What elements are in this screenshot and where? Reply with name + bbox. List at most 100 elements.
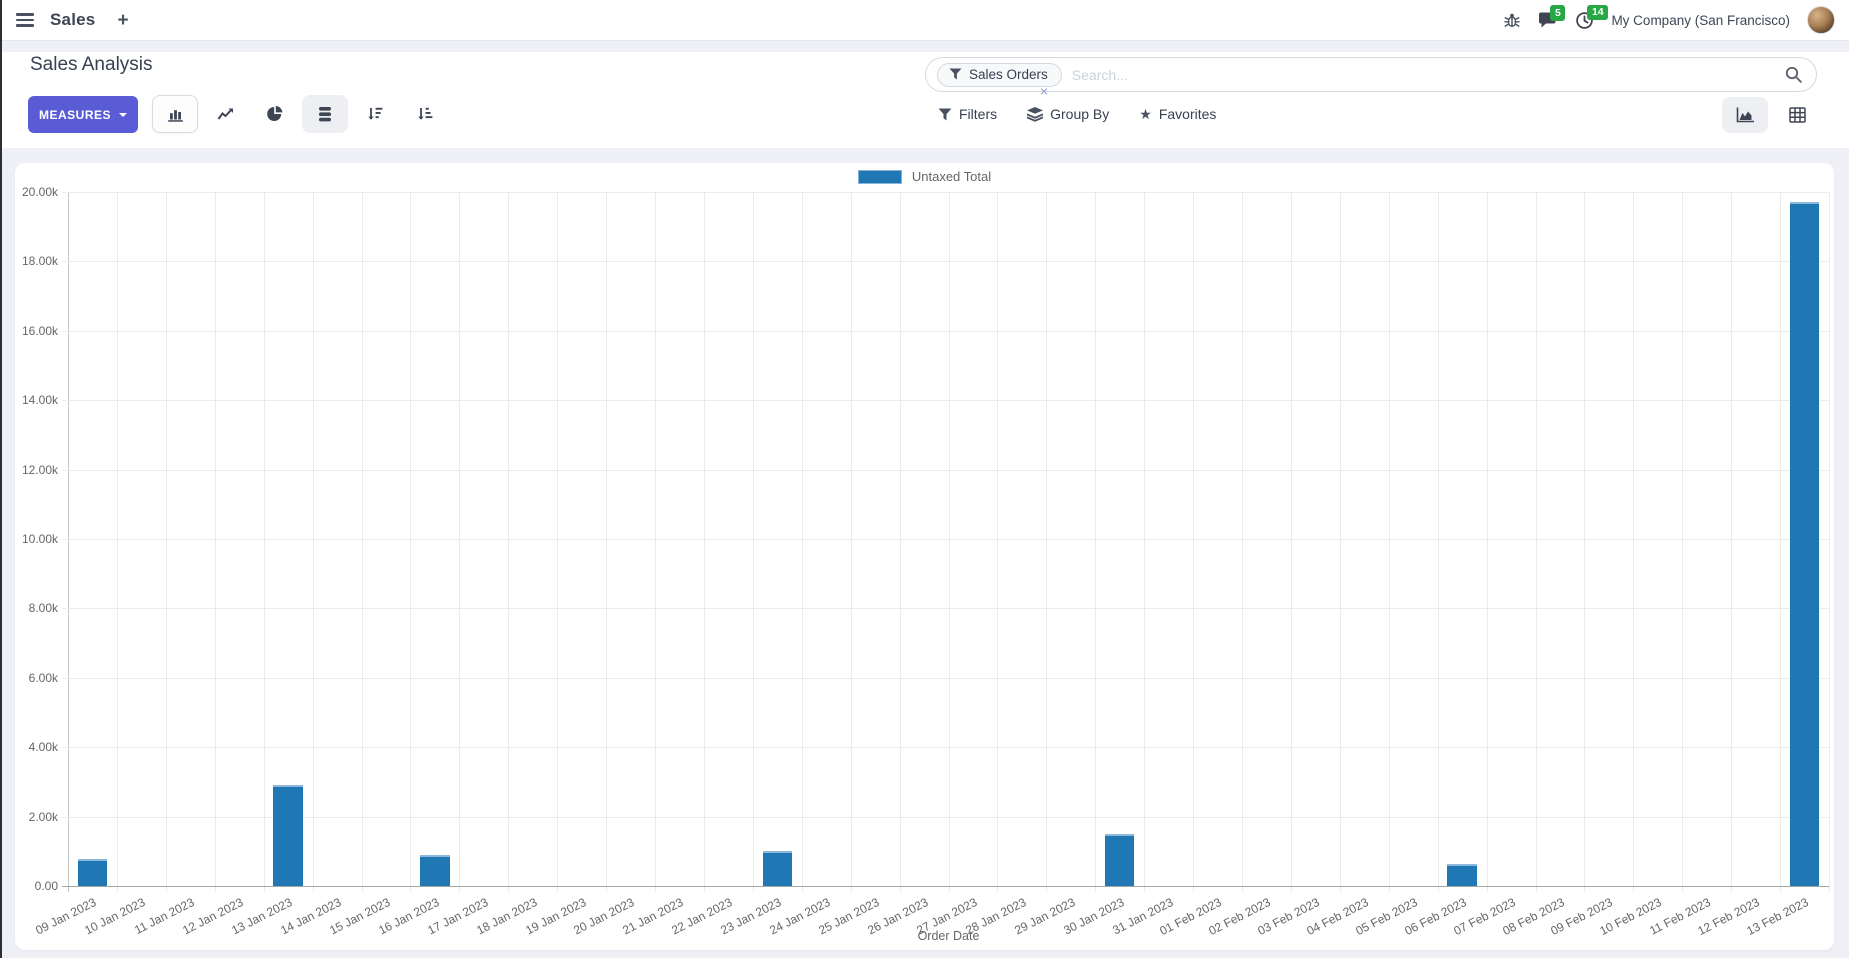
messages-button[interactable]: 5: [1538, 5, 1566, 29]
favorites-label: Favorites: [1158, 106, 1217, 122]
gridline-horizontal: [62, 816, 1829, 818]
chart-type-toolbar: [152, 95, 448, 133]
gridline-vertical: [1193, 192, 1195, 892]
gridline-vertical: [1486, 192, 1488, 892]
gridline-vertical: [1339, 192, 1341, 892]
y-axis-tick-label: 14.00k: [21, 393, 58, 408]
filter-funnel-icon: [938, 108, 952, 120]
graph-view-icon: [1736, 107, 1754, 123]
y-axis-tick-label: 12.00k: [21, 462, 58, 477]
company-switcher[interactable]: My Company (San Francisco): [1611, 12, 1790, 28]
y-axis-tick-label: 18.00k: [21, 254, 58, 269]
gridline-vertical: [997, 192, 999, 892]
gridline-vertical: [1046, 192, 1048, 892]
chart-bar[interactable]: [420, 855, 450, 886]
chart-bar[interactable]: [273, 784, 303, 886]
menu-toggle-button[interactable]: [16, 13, 34, 27]
y-axis-tick-label: 8.00k: [28, 601, 58, 616]
facet-label: Sales Orders: [969, 66, 1048, 82]
gridline-horizontal: [62, 608, 1829, 610]
gridline-vertical: [850, 192, 852, 892]
chart-bar[interactable]: [1105, 833, 1135, 886]
pivot-view-icon: [1788, 107, 1806, 123]
gridline-vertical: [655, 192, 656, 892]
favorites-menu[interactable]: ★ Favorites: [1139, 106, 1216, 122]
bar-chart-button[interactable]: [152, 95, 198, 133]
legend-swatch: [857, 169, 902, 184]
search-facet-sales-orders[interactable]: Sales Orders: [937, 62, 1062, 87]
y-axis-tick-label: 16.00k: [21, 323, 58, 338]
sort-descending-button[interactable]: [352, 95, 398, 133]
legend-label: Untaxed Total: [911, 169, 992, 184]
y-axis-tick-label: 4.00k: [28, 740, 58, 755]
chart-card: Untaxed Total 0.00 2.00k 4.00k 6.00k 8.00k 10…: [15, 163, 1834, 950]
messages-count-badge: 5: [1550, 5, 1566, 21]
gridline-vertical: [116, 192, 118, 892]
app-name[interactable]: Sales: [50, 10, 96, 29]
bar-chart-icon: [167, 109, 183, 122]
gridline-horizontal: [62, 192, 1829, 193]
plot-area: 0.00 2.00k 4.00k 6.00k 8.00k 10.00k 12.00k 14.0…: [22, 185, 1830, 938]
gridline-vertical: [1731, 192, 1733, 892]
measures-label: MEASURES: [38, 107, 111, 122]
y-axis-tick-label: 0.00: [34, 879, 58, 893]
gridline-vertical: [1388, 192, 1390, 892]
chart-bar[interactable]: [77, 858, 108, 886]
gridline-vertical: [165, 192, 167, 892]
stacked-toggle-button[interactable]: [302, 95, 348, 133]
facet-remove-icon[interactable]: ×: [1040, 83, 1049, 99]
search-input[interactable]: [1071, 66, 1785, 83]
filters-label: Filters: [959, 106, 998, 122]
window-edge: [0, 0, 2, 958]
gridline-vertical: [1095, 192, 1097, 892]
chevron-down-icon: [119, 112, 127, 117]
graph-view-button[interactable]: [1722, 97, 1768, 133]
chart-bar[interactable]: [1447, 864, 1477, 886]
gridline-vertical: [1829, 192, 1830, 892]
gridline-vertical: [752, 192, 754, 892]
measures-button[interactable]: MEASURES: [28, 96, 138, 133]
stacked-icon: [319, 106, 331, 121]
x-axis-line: [62, 886, 1829, 887]
gridline-horizontal: [62, 677, 1829, 679]
gridline-vertical: [1584, 192, 1586, 892]
line-chart-icon: [217, 108, 233, 120]
layers-icon: [1027, 106, 1044, 122]
gridline-horizontal: [62, 539, 1829, 540]
line-chart-button[interactable]: [202, 95, 248, 133]
filters-menu[interactable]: Filters: [938, 106, 997, 122]
activities-button[interactable]: 14: [1575, 4, 1609, 30]
pie-chart-icon: [267, 106, 283, 121]
search-bar[interactable]: Sales Orders: [925, 57, 1817, 92]
gridline-horizontal: [62, 400, 1829, 402]
new-tab-plus-icon[interactable]: +: [117, 9, 129, 31]
group-by-label: Group By: [1050, 106, 1110, 122]
gridline-vertical: [1144, 192, 1146, 892]
group-by-menu[interactable]: Group By: [1027, 106, 1109, 122]
top-navbar: Sales + 5 14 My Company (San Francisco): [0, 0, 1849, 41]
y-axis-tick-label: 2.00k: [28, 809, 58, 824]
gridline-vertical: [508, 192, 510, 892]
chart-bar[interactable]: [762, 850, 792, 886]
gridline-vertical: [1682, 192, 1684, 892]
y-axis-tick-label: 10.00k: [21, 532, 58, 546]
search-menus: Filters Group By ★ Favorites: [938, 96, 1216, 132]
view-switchers: [1722, 97, 1820, 133]
page-title: Sales Analysis: [30, 54, 153, 75]
pivot-view-button[interactable]: [1774, 97, 1820, 133]
gridline-vertical: [557, 192, 559, 892]
pie-chart-button[interactable]: [252, 95, 298, 133]
chart-bar[interactable]: [1789, 202, 1820, 886]
gridline-vertical: [263, 192, 265, 892]
legend-item-untaxed-total[interactable]: Untaxed Total: [15, 169, 1834, 184]
gridline-vertical: [410, 192, 412, 892]
gridline-vertical: [214, 192, 216, 892]
sort-descending-icon: [368, 107, 383, 120]
sort-ascending-button[interactable]: [402, 95, 448, 133]
user-avatar[interactable]: [1807, 6, 1835, 34]
search-icon[interactable]: [1785, 66, 1802, 83]
y-axis-tick-label: 6.00k: [28, 670, 58, 685]
y-axis-tick-label: 20.00k: [21, 185, 58, 199]
debug-button[interactable]: [1503, 11, 1521, 29]
gridline-vertical: [1290, 192, 1292, 892]
